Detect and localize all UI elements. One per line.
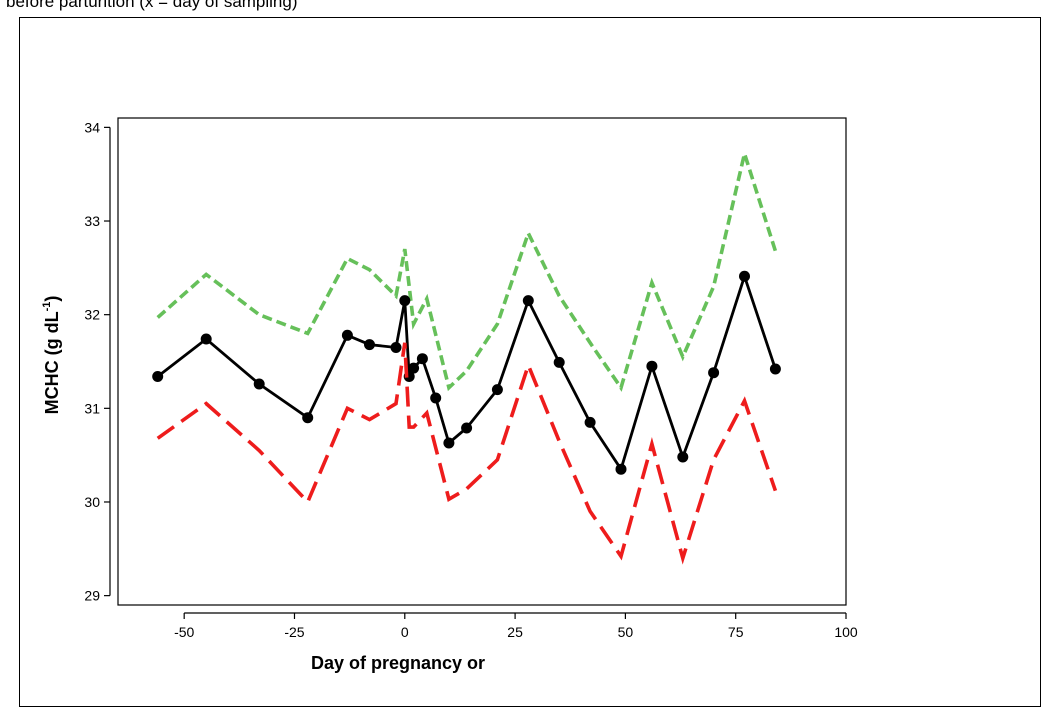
series-line-upper <box>156 146 778 392</box>
series-line-lower <box>156 342 778 565</box>
data-point-mean <box>364 339 375 351</box>
data-point-mean <box>522 295 534 307</box>
data-point-mean <box>253 378 265 390</box>
axes: -50 -25 0 25 50 75 100 29 30 31 32 33 34 <box>84 119 857 640</box>
data-point-mean <box>390 342 402 353</box>
data-point-mean <box>708 367 720 379</box>
data-point-mean <box>200 333 212 345</box>
data-point-mean <box>646 360 658 372</box>
x-tick-label: 0 <box>401 624 409 640</box>
data-point-mean <box>461 422 473 434</box>
data-point-mean <box>769 363 781 375</box>
series-line-mean <box>156 271 777 473</box>
data-point-mean <box>553 356 565 368</box>
y-axis-title-sup: -1 <box>41 302 53 312</box>
y-axis-title: MCHC (g dL-1) <box>41 296 62 415</box>
data-point-mean <box>491 384 503 396</box>
data-point-mean <box>408 362 420 374</box>
x-axis-title: Day of pregnancy or <box>311 653 485 673</box>
y-tick-label: 33 <box>84 213 100 229</box>
data-point-mean <box>615 463 627 475</box>
y-tick-label: 30 <box>84 494 100 510</box>
y-axis-title-main: MCHC (g dL <box>42 311 62 414</box>
x-tick-label: -50 <box>174 624 194 640</box>
y-axis-title-close: ) <box>42 296 62 302</box>
data-point-mean <box>430 392 442 404</box>
x-tick-label: 100 <box>834 624 858 640</box>
data-point-mean <box>341 329 353 341</box>
data-point-mean <box>584 416 596 428</box>
data-point-mean <box>302 412 314 424</box>
y-tick-label: 32 <box>84 307 100 323</box>
y-tick-label: 31 <box>84 400 100 416</box>
x-tick-label: 50 <box>618 624 634 640</box>
data-point-mean <box>443 437 455 449</box>
series <box>152 146 781 565</box>
figure-caption: before parturition (x = day of sampling) <box>6 0 298 11</box>
x-tick-label: 25 <box>507 624 523 640</box>
data-point-mean <box>152 371 164 382</box>
x-tick-label: -25 <box>284 624 304 640</box>
data-point-mean <box>677 451 689 463</box>
data-point-mean <box>739 270 750 282</box>
plot-area-border <box>117 117 847 606</box>
y-tick-label: 34 <box>84 119 100 135</box>
y-tick-label: 29 <box>84 588 100 604</box>
data-point-mean <box>416 353 428 365</box>
data-point-mean <box>399 295 411 307</box>
x-tick-label: 75 <box>728 624 744 640</box>
